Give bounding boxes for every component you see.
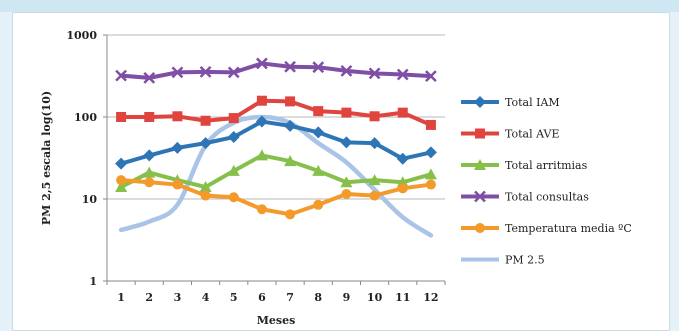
data-point-total-ave <box>285 96 296 107</box>
data-point-temperatura-media-c <box>425 179 436 190</box>
series-line-total-arritmias <box>120 153 432 190</box>
data-point-total-ave <box>116 112 127 122</box>
data-point-total-arritmias <box>312 164 325 176</box>
data-point-total-ave <box>256 95 267 106</box>
data-point-total-ave <box>369 111 380 122</box>
legend-label-total-iam: Total IAM <box>505 96 560 109</box>
legend-marker-temperatura-media-c <box>475 223 485 233</box>
data-point-total-ave <box>200 115 211 126</box>
data-point-total-ave <box>228 113 239 124</box>
x-tick-label: 3 <box>174 291 182 304</box>
y-axis-title: PM 2,5 escala log(10) <box>40 91 53 225</box>
data-point-total-consultas <box>284 60 296 73</box>
data-point-temperatura-media-c <box>172 179 183 190</box>
data-point-total-arritmias <box>227 164 240 176</box>
data-point-total-ave <box>313 106 324 117</box>
legend-label-total-arritmias: Total arritmias <box>505 159 588 172</box>
data-point-total-consultas <box>199 65 212 78</box>
data-point-total-iam <box>171 141 184 154</box>
data-point-total-arritmias <box>368 174 381 186</box>
data-point-total-consultas <box>368 67 381 80</box>
data-point-temperatura-media-c <box>144 177 155 188</box>
x-tick-label: 4 <box>202 291 210 304</box>
data-point-total-consultas <box>396 68 409 81</box>
data-point-total-consultas <box>340 65 353 77</box>
data-point-total-arritmias <box>424 168 437 180</box>
data-point-total-consultas <box>143 71 156 84</box>
x-tick-label: 9 <box>343 291 351 304</box>
top-strip <box>0 0 679 12</box>
series-line-total-ave <box>121 98 432 127</box>
y-tick-label: 100 <box>74 111 97 124</box>
data-point-temperatura-media-c <box>397 183 408 194</box>
data-point-total-arritmias <box>199 181 212 193</box>
x-tick-label: 1 <box>117 291 125 304</box>
legend-marker-total-iam <box>474 96 486 108</box>
data-point-total-arritmias <box>340 176 353 188</box>
data-point-temperatura-media-c <box>200 190 211 201</box>
legend-marker-total-consultas <box>474 190 486 203</box>
data-point-total-iam <box>424 146 437 159</box>
data-point-temperatura-media-c <box>369 190 380 201</box>
data-point-total-consultas <box>256 57 268 70</box>
legend-label-total-ave: Total AVE <box>505 128 559 141</box>
data-point-total-iam <box>312 126 325 139</box>
data-point-total-iam <box>396 152 409 165</box>
data-point-total-arritmias <box>115 181 128 193</box>
x-tick-label: 8 <box>314 291 322 304</box>
data-point-total-iam <box>368 137 381 150</box>
y-tick-label: 1 <box>89 275 97 288</box>
legend-label-pm-2-5: PM 2.5 <box>505 254 545 267</box>
x-tick-label: 11 <box>395 291 410 304</box>
data-point-total-consultas <box>425 70 437 83</box>
series-line-total-consultas <box>120 61 432 80</box>
data-point-total-iam <box>255 115 268 128</box>
data-point-total-ave <box>144 112 155 122</box>
data-point-temperatura-media-c <box>116 175 127 186</box>
data-point-total-iam <box>143 149 156 162</box>
legend-marker-total-ave <box>475 128 485 139</box>
data-point-total-consultas <box>312 61 325 74</box>
data-point-total-ave <box>397 107 408 118</box>
data-point-total-arritmias <box>284 155 297 167</box>
data-point-temperatura-media-c <box>285 209 296 220</box>
x-tick-label: 2 <box>145 291 153 304</box>
legend-label-total-consultas: Total consultas <box>505 191 589 204</box>
x-tick-label: 10 <box>367 291 383 304</box>
data-point-total-iam <box>284 119 297 132</box>
data-point-total-consultas <box>171 66 184 79</box>
data-point-total-arritmias <box>255 149 268 161</box>
data-point-total-ave <box>172 111 183 122</box>
data-point-temperatura-media-c <box>313 199 324 210</box>
x-tick-label: 7 <box>286 291 294 304</box>
x-axis-title: Meses <box>257 314 296 327</box>
y-tick-label: 10 <box>82 193 98 206</box>
legend-marker-total-arritmias <box>474 159 486 170</box>
chart-panel <box>12 12 670 331</box>
data-point-temperatura-media-c <box>228 192 239 203</box>
x-tick-label: 5 <box>230 291 238 304</box>
data-point-total-arritmias <box>143 166 156 178</box>
data-point-total-consultas <box>227 66 240 79</box>
data-point-total-iam <box>227 131 240 144</box>
data-point-total-consultas <box>115 69 127 82</box>
y-tick-label: 1000 <box>66 29 97 42</box>
data-point-total-ave <box>425 119 436 130</box>
data-point-total-ave <box>341 107 352 118</box>
data-point-total-iam <box>199 137 212 150</box>
x-tick-label: 6 <box>258 291 266 304</box>
x-tick-label: 12 <box>423 291 438 304</box>
data-point-temperatura-media-c <box>341 189 352 200</box>
data-point-total-iam <box>340 136 353 149</box>
legend-label-temperatura-media-c: Temperatura media ºC <box>505 222 632 235</box>
data-point-temperatura-media-c <box>256 204 267 215</box>
data-point-total-iam <box>115 157 128 170</box>
